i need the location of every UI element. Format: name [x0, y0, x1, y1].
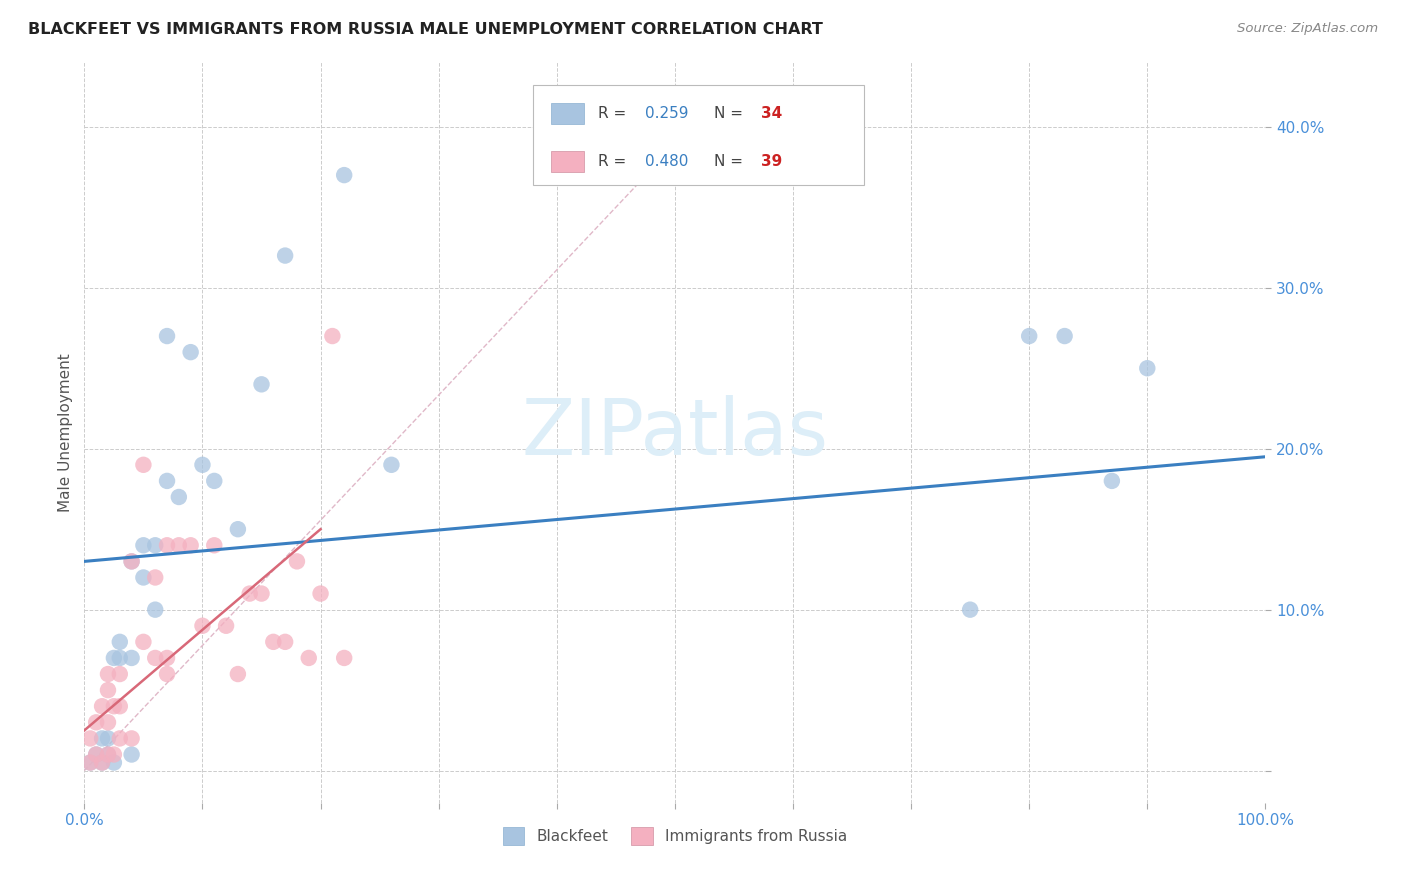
Point: [156, 329, 179, 343]
Text: R =: R =: [598, 154, 631, 169]
Point: [226, 667, 249, 681]
Point: [121, 731, 143, 746]
Point: [285, 554, 308, 568]
Point: [156, 651, 179, 665]
Point: [108, 635, 131, 649]
Point: [79, 756, 101, 770]
Text: 39: 39: [761, 154, 782, 169]
Point: [91, 699, 114, 714]
Point: [132, 538, 155, 552]
Text: ZIPatlas: ZIPatlas: [522, 394, 828, 471]
Point: [97, 747, 120, 762]
Point: [1018, 329, 1040, 343]
Point: [250, 586, 273, 600]
Point: [1101, 474, 1123, 488]
Point: [262, 635, 284, 649]
Point: [121, 747, 143, 762]
Point: [298, 651, 321, 665]
Point: [143, 602, 166, 616]
FancyBboxPatch shape: [551, 103, 583, 124]
Point: [91, 756, 114, 770]
Point: [191, 458, 214, 472]
Point: [84, 715, 107, 730]
Text: 0.480: 0.480: [645, 154, 689, 169]
Point: [180, 345, 202, 359]
Point: [121, 554, 143, 568]
Y-axis label: Male Unemployment: Male Unemployment: [58, 353, 73, 512]
Point: [1136, 361, 1159, 376]
FancyBboxPatch shape: [551, 152, 583, 172]
Point: [97, 747, 120, 762]
Text: Source: ZipAtlas.com: Source: ZipAtlas.com: [1237, 22, 1378, 36]
Point: [132, 635, 155, 649]
Point: [79, 756, 101, 770]
Point: [274, 249, 297, 263]
Point: [84, 747, 107, 762]
Point: [108, 667, 131, 681]
Point: [103, 699, 125, 714]
Point: [156, 474, 179, 488]
Point: [226, 522, 249, 536]
Point: [321, 329, 343, 343]
Point: [97, 667, 120, 681]
Text: BLACKFEET VS IMMIGRANTS FROM RUSSIA MALE UNEMPLOYMENT CORRELATION CHART: BLACKFEET VS IMMIGRANTS FROM RUSSIA MALE…: [28, 22, 823, 37]
Point: [121, 651, 143, 665]
Point: [97, 715, 120, 730]
FancyBboxPatch shape: [533, 85, 863, 185]
Point: [215, 619, 238, 633]
Text: 34: 34: [761, 106, 782, 121]
Text: N =: N =: [714, 154, 748, 169]
Point: [108, 699, 131, 714]
Point: [180, 538, 202, 552]
Point: [202, 538, 225, 552]
Text: R =: R =: [598, 106, 631, 121]
Point: [380, 458, 402, 472]
Text: 0.259: 0.259: [645, 106, 689, 121]
Legend: Blackfeet, Immigrants from Russia: Blackfeet, Immigrants from Russia: [496, 821, 853, 851]
Point: [121, 554, 143, 568]
Point: [1053, 329, 1076, 343]
Point: [143, 570, 166, 584]
Point: [156, 667, 179, 681]
Point: [167, 538, 190, 552]
Point: [97, 731, 120, 746]
Point: [103, 756, 125, 770]
Point: [108, 731, 131, 746]
Point: [191, 619, 214, 633]
Point: [79, 731, 101, 746]
Point: [108, 651, 131, 665]
Point: [333, 168, 356, 182]
Point: [97, 683, 120, 698]
Point: [143, 651, 166, 665]
Point: [250, 377, 273, 392]
Point: [103, 747, 125, 762]
Point: [333, 651, 356, 665]
Point: [167, 490, 190, 504]
Point: [274, 635, 297, 649]
Point: [156, 538, 179, 552]
Point: [143, 538, 166, 552]
Point: [84, 747, 107, 762]
Point: [132, 570, 155, 584]
Text: N =: N =: [714, 106, 748, 121]
Point: [132, 458, 155, 472]
Point: [202, 474, 225, 488]
Point: [959, 602, 981, 616]
Point: [103, 651, 125, 665]
Point: [91, 756, 114, 770]
Point: [239, 586, 262, 600]
Point: [91, 731, 114, 746]
Point: [309, 586, 332, 600]
